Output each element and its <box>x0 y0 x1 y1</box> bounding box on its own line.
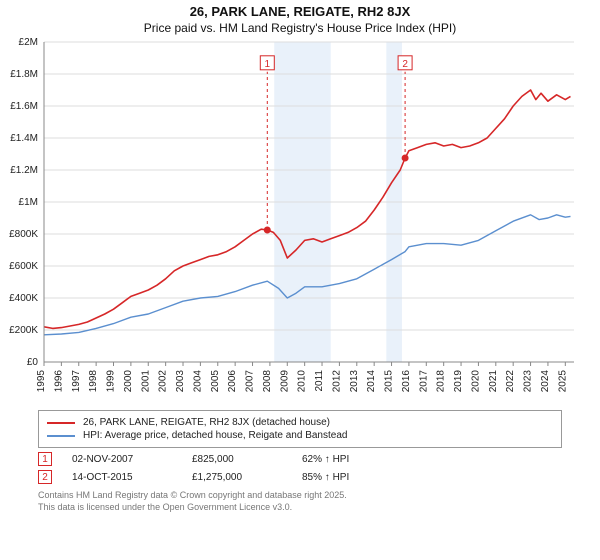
svg-text:2023: 2023 <box>523 370 534 393</box>
svg-text:2017: 2017 <box>418 370 429 393</box>
svg-text:£400K: £400K <box>9 293 38 304</box>
attribution-line: This data is licensed under the Open Gov… <box>38 502 562 514</box>
svg-text:2025: 2025 <box>557 370 568 393</box>
svg-text:2024: 2024 <box>540 370 551 393</box>
legend-swatch-red <box>47 422 75 424</box>
event-date: 14-OCT-2015 <box>72 472 172 483</box>
attribution-line: Contains HM Land Registry data © Crown c… <box>38 490 562 502</box>
svg-text:1995: 1995 <box>36 370 47 393</box>
svg-text:1997: 1997 <box>71 370 82 393</box>
attribution: Contains HM Land Registry data © Crown c… <box>38 490 562 513</box>
svg-text:2: 2 <box>402 59 408 70</box>
svg-text:£1.6M: £1.6M <box>10 101 38 112</box>
svg-text:1998: 1998 <box>88 370 99 393</box>
event-row: 2 14-OCT-2015 £1,275,000 85% ↑ HPI <box>38 470 562 484</box>
svg-text:2002: 2002 <box>158 370 169 393</box>
svg-text:2015: 2015 <box>384 370 395 393</box>
legend: 26, PARK LANE, REIGATE, RH2 8JX (detache… <box>38 410 562 448</box>
svg-text:£1.8M: £1.8M <box>10 69 38 80</box>
chart-title-line1: 26, PARK LANE, REIGATE, RH2 8JX <box>0 0 600 21</box>
svg-text:2016: 2016 <box>401 370 412 393</box>
svg-text:£200K: £200K <box>9 325 38 336</box>
svg-text:2007: 2007 <box>245 370 256 393</box>
svg-text:2013: 2013 <box>349 370 360 393</box>
events-table: 1 02-NOV-2007 £825,000 62% ↑ HPI 2 14-OC… <box>38 452 562 484</box>
svg-text:£800K: £800K <box>9 229 38 240</box>
event-date: 02-NOV-2007 <box>72 454 172 465</box>
event-row: 1 02-NOV-2007 £825,000 62% ↑ HPI <box>38 452 562 466</box>
svg-text:2009: 2009 <box>279 370 290 393</box>
legend-item: HPI: Average price, detached house, Reig… <box>47 430 553 441</box>
event-hpi: 85% ↑ HPI <box>302 472 349 483</box>
event-price: £825,000 <box>192 454 282 465</box>
legend-label: 26, PARK LANE, REIGATE, RH2 8JX (detache… <box>83 417 330 428</box>
svg-text:2021: 2021 <box>488 370 499 393</box>
svg-text:2014: 2014 <box>366 370 377 393</box>
svg-text:2012: 2012 <box>331 370 342 393</box>
event-marker-icon: 1 <box>38 452 52 466</box>
svg-text:2003: 2003 <box>175 370 186 393</box>
svg-text:2000: 2000 <box>123 370 134 393</box>
legend-swatch-blue <box>47 435 75 437</box>
svg-text:1: 1 <box>265 59 271 70</box>
svg-text:2008: 2008 <box>262 370 273 393</box>
svg-text:2019: 2019 <box>453 370 464 393</box>
svg-text:£1.4M: £1.4M <box>10 133 38 144</box>
svg-text:2020: 2020 <box>470 370 481 393</box>
svg-text:2010: 2010 <box>297 370 308 393</box>
svg-text:£1M: £1M <box>19 197 38 208</box>
svg-text:2022: 2022 <box>505 370 516 393</box>
chart-title-line2: Price paid vs. HM Land Registry's House … <box>0 21 600 37</box>
svg-text:1999: 1999 <box>106 370 117 393</box>
svg-text:£0: £0 <box>27 357 39 368</box>
svg-text:£1.2M: £1.2M <box>10 165 38 176</box>
legend-label: HPI: Average price, detached house, Reig… <box>83 430 347 441</box>
event-hpi: 62% ↑ HPI <box>302 454 349 465</box>
svg-text:1996: 1996 <box>53 370 64 393</box>
svg-text:2006: 2006 <box>227 370 238 393</box>
svg-text:2004: 2004 <box>192 370 203 393</box>
svg-text:2011: 2011 <box>314 370 325 392</box>
event-marker-icon: 2 <box>38 470 52 484</box>
svg-text:2001: 2001 <box>140 370 151 393</box>
svg-text:£2M: £2M <box>19 37 38 48</box>
svg-text:2018: 2018 <box>436 370 447 393</box>
legend-item: 26, PARK LANE, REIGATE, RH2 8JX (detache… <box>47 417 553 428</box>
price-chart: £0 £200K £400K £600K £800K £1M £1.2M £1.4M £1.6M… <box>0 36 600 404</box>
svg-text:2005: 2005 <box>210 370 221 393</box>
event-price: £1,275,000 <box>192 472 282 483</box>
svg-text:£600K: £600K <box>9 261 38 272</box>
